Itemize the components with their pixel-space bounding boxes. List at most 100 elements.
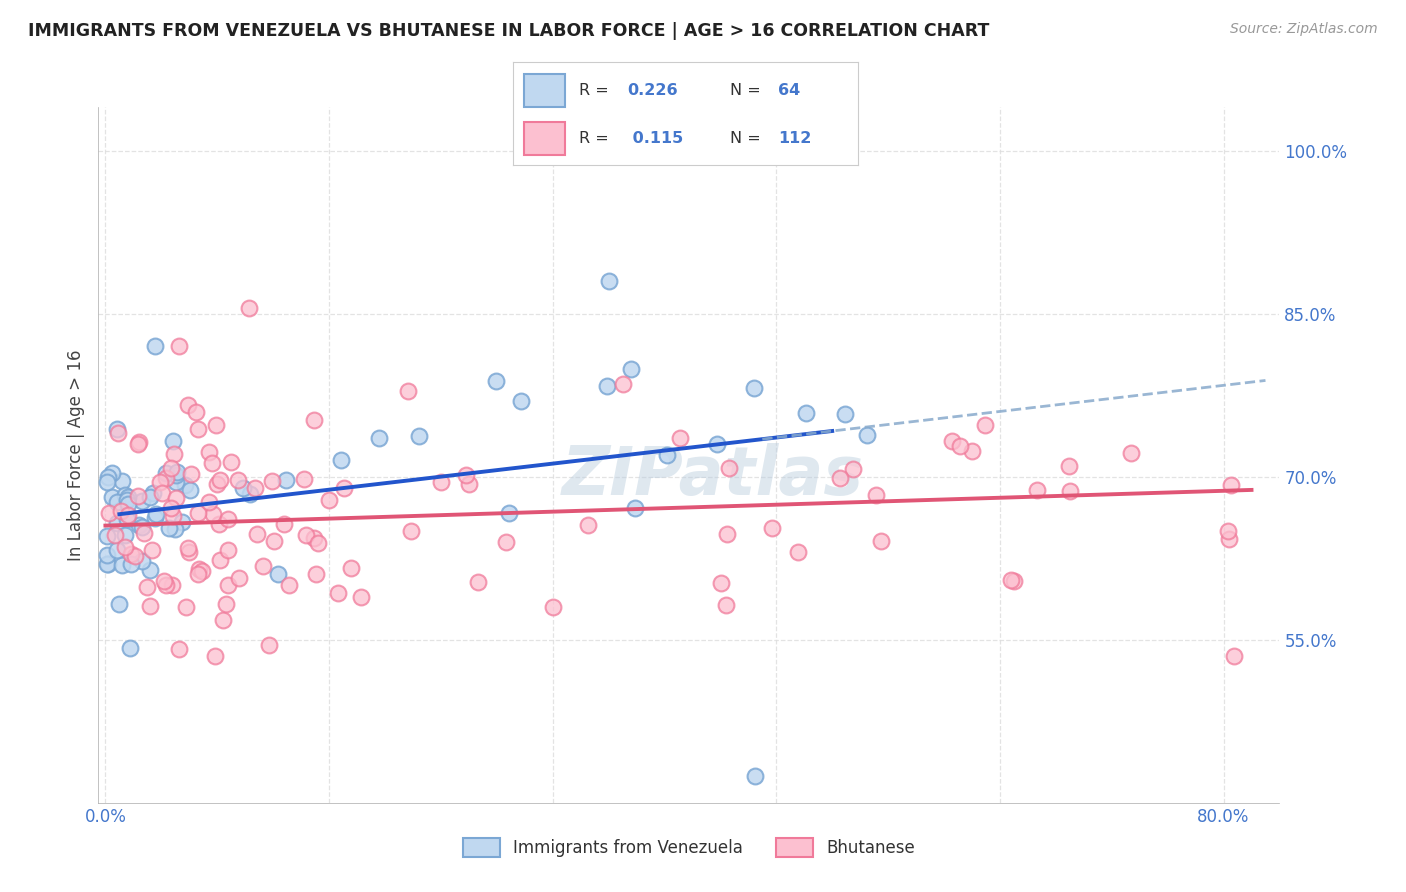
Point bbox=[217, 511, 239, 525]
Point bbox=[105, 494, 128, 508]
Point bbox=[246, 526, 269, 541]
Point bbox=[467, 575, 489, 590]
Point bbox=[215, 597, 238, 611]
Point bbox=[105, 421, 128, 435]
Point bbox=[541, 600, 564, 615]
Point bbox=[127, 437, 149, 451]
Point bbox=[162, 434, 184, 449]
Legend: Immigrants from Venezuela, Bhutanese: Immigrants from Venezuela, Bhutanese bbox=[463, 838, 915, 857]
FancyBboxPatch shape bbox=[523, 122, 565, 155]
FancyBboxPatch shape bbox=[523, 74, 565, 106]
Point bbox=[226, 473, 249, 487]
Point bbox=[187, 506, 209, 520]
Point bbox=[150, 486, 173, 500]
Point bbox=[97, 557, 120, 571]
Point bbox=[100, 467, 122, 481]
Point bbox=[155, 471, 177, 485]
Text: R =: R = bbox=[579, 83, 613, 97]
Point bbox=[865, 488, 887, 502]
Point bbox=[274, 474, 297, 488]
Point bbox=[191, 564, 214, 578]
Point bbox=[165, 475, 187, 489]
Text: Source: ZipAtlas.com: Source: ZipAtlas.com bbox=[1230, 22, 1378, 37]
Point bbox=[1002, 574, 1025, 589]
Point bbox=[142, 486, 165, 500]
Point bbox=[115, 512, 138, 526]
Point bbox=[1218, 532, 1240, 546]
Point bbox=[243, 481, 266, 495]
Point bbox=[180, 467, 202, 481]
Point bbox=[262, 475, 284, 489]
Point bbox=[114, 528, 136, 542]
Point bbox=[105, 543, 128, 558]
Text: N =: N = bbox=[730, 131, 766, 146]
Point bbox=[941, 434, 963, 448]
Point bbox=[209, 553, 232, 567]
Point bbox=[787, 544, 810, 558]
Point bbox=[111, 474, 134, 488]
Point bbox=[870, 534, 893, 549]
Point bbox=[576, 517, 599, 532]
Point bbox=[430, 475, 453, 489]
Point bbox=[1218, 524, 1240, 539]
Point bbox=[278, 578, 301, 592]
Point bbox=[408, 428, 430, 442]
Point bbox=[174, 478, 197, 492]
Point bbox=[304, 413, 326, 427]
Point bbox=[396, 384, 419, 398]
Point bbox=[307, 536, 329, 550]
Point bbox=[1219, 477, 1241, 491]
Point bbox=[115, 492, 138, 507]
Point bbox=[834, 408, 856, 422]
Point bbox=[120, 547, 142, 561]
Point bbox=[136, 580, 159, 594]
Point bbox=[160, 501, 183, 516]
Point bbox=[624, 500, 647, 515]
Point bbox=[706, 436, 728, 450]
Point bbox=[143, 510, 166, 524]
Text: R =: R = bbox=[579, 131, 613, 146]
Point bbox=[208, 473, 231, 487]
Point bbox=[96, 549, 118, 563]
Point bbox=[495, 534, 517, 549]
Point bbox=[100, 490, 122, 504]
Point bbox=[305, 567, 328, 582]
Point bbox=[108, 597, 131, 611]
Point bbox=[167, 642, 190, 657]
Point bbox=[204, 648, 226, 663]
Point bbox=[1059, 484, 1081, 499]
Point bbox=[187, 422, 209, 436]
Point bbox=[1223, 648, 1246, 663]
Text: 112: 112 bbox=[779, 131, 811, 146]
Text: 0.115: 0.115 bbox=[627, 131, 683, 146]
Point bbox=[160, 460, 183, 475]
Point bbox=[124, 549, 146, 564]
Point bbox=[855, 428, 877, 442]
Point bbox=[1057, 458, 1080, 473]
Point bbox=[96, 475, 118, 489]
Point bbox=[162, 447, 184, 461]
Point bbox=[149, 475, 172, 489]
Point bbox=[97, 469, 120, 483]
Point bbox=[107, 425, 129, 440]
Point bbox=[155, 466, 177, 480]
Point bbox=[120, 557, 142, 571]
Text: N =: N = bbox=[730, 83, 766, 97]
Point bbox=[204, 418, 226, 433]
Point bbox=[974, 418, 997, 433]
Point bbox=[744, 769, 766, 783]
Point bbox=[165, 467, 187, 482]
Point bbox=[120, 641, 142, 656]
Text: 0.226: 0.226 bbox=[627, 83, 678, 97]
Point bbox=[1000, 574, 1022, 588]
Point bbox=[139, 490, 162, 504]
Point bbox=[329, 453, 352, 467]
Point bbox=[263, 533, 285, 548]
Point bbox=[127, 489, 149, 503]
Point bbox=[509, 393, 531, 408]
Point bbox=[326, 585, 349, 599]
Point bbox=[131, 493, 153, 508]
Point bbox=[368, 431, 391, 445]
Point bbox=[841, 462, 863, 476]
Point bbox=[105, 516, 128, 530]
